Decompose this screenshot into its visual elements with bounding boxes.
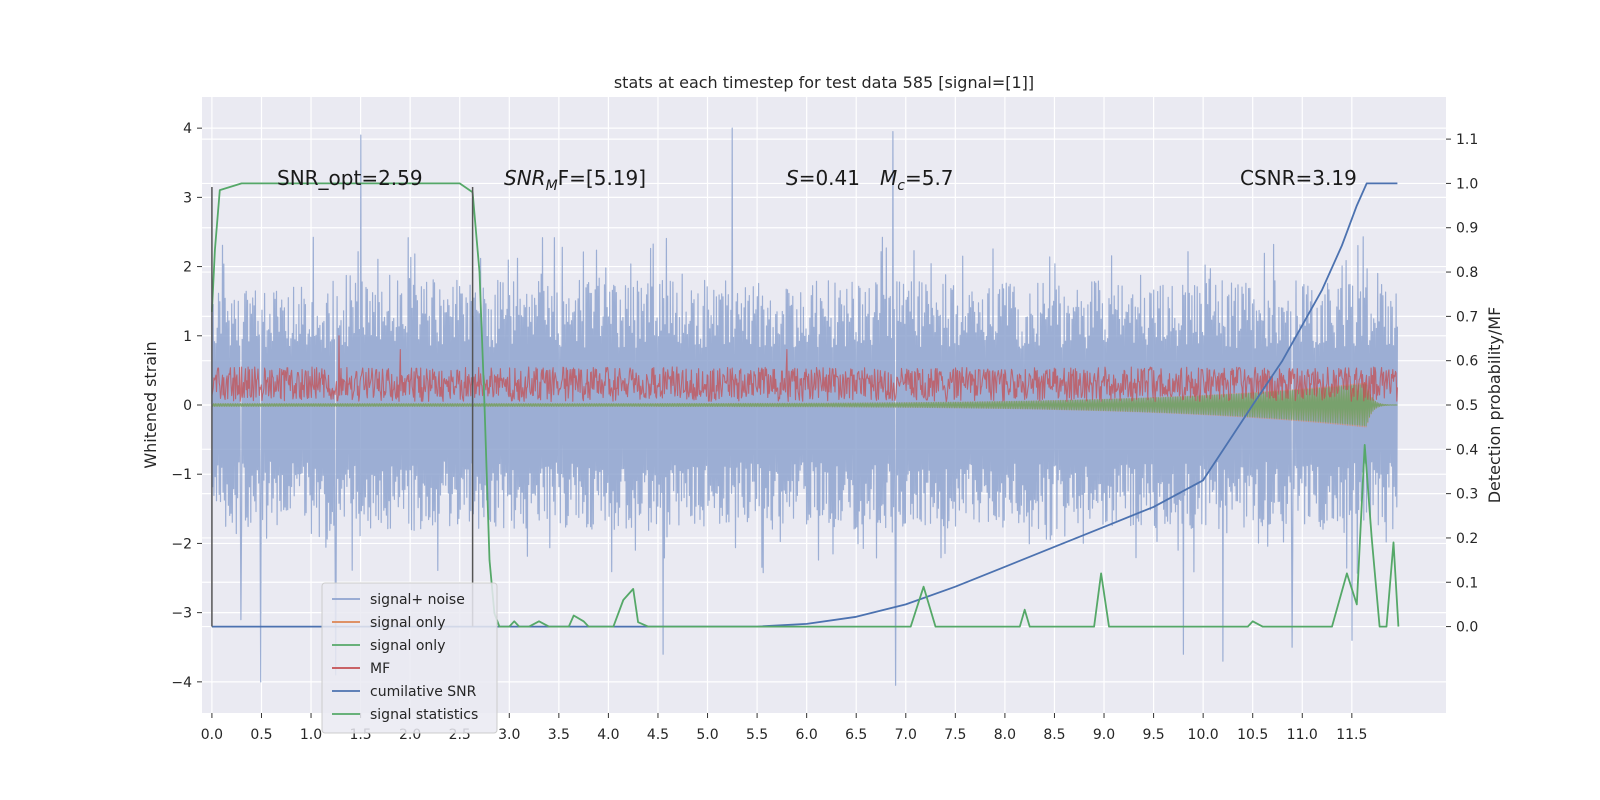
- x-tick-label: 7.0: [895, 727, 917, 743]
- y-right-tick-label: 1.1: [1456, 132, 1478, 148]
- x-tick-label: 10.5: [1237, 727, 1268, 743]
- x-tick-label: 0.5: [250, 727, 272, 743]
- annotation-s: S=0.41: [786, 166, 860, 190]
- x-tick-label: 1.0: [300, 727, 322, 743]
- annotation-s-main: S: [786, 166, 799, 190]
- y-left-tick-label: −1: [171, 467, 192, 483]
- y-right-tick-label: 0.1: [1456, 575, 1478, 591]
- x-tick-label: 4.5: [647, 727, 669, 743]
- y-left-tick-label: 0: [183, 398, 192, 414]
- x-tick-label: 11.5: [1336, 727, 1367, 743]
- y-left-tick-label: 4: [183, 121, 192, 137]
- legend-label: signal only: [370, 638, 445, 654]
- x-tick-label: 7.5: [944, 727, 966, 743]
- legend: signal+ noise signal only signal only MF cum…: [321, 582, 498, 734]
- x-tick-label: 6.5: [845, 727, 867, 743]
- y-left-tick-label: −3: [171, 606, 192, 622]
- legend-label: MF: [370, 661, 390, 677]
- x-tick-label: 9.5: [1142, 727, 1164, 743]
- y-left-tick-label: 3: [183, 190, 192, 206]
- series-line-5: [211, 182, 1400, 628]
- annotation-mc: Mc=5.7: [880, 166, 954, 194]
- annotation-snr-mf-sub: M: [546, 178, 558, 194]
- annotation-mc-main: M: [880, 166, 897, 190]
- annotation-snr-mf: SNRMF=[5.19]: [504, 166, 646, 194]
- x-axis: 0.0 0.5 1.0 1.5 2.0 2.5 3.0 3.5 4.0 4.5 5.0 5.5 6.0 6…: [201, 713, 1367, 743]
- y-axis-right: 0.0 0.1 0.2 0.3 0.4 0.5 0.6 0.7 0.8 0.9 1.0 1.1: [1446, 132, 1478, 636]
- y-axis-left: −4 −3 −2 −1 0 1 2 3 4: [171, 121, 202, 691]
- annotations: SNR_opt=2.59 SNRMF=[5.19] S=0.41 Mc=5.7 …: [277, 166, 1357, 194]
- x-tick-label: 5.0: [696, 727, 718, 743]
- x-tick-label: 4.0: [597, 727, 619, 743]
- legend-label: signal only: [370, 615, 445, 631]
- y-left-tick-label: −4: [171, 675, 192, 691]
- y-right-tick-label: 0.5: [1456, 398, 1478, 414]
- y-left-tick-label: 1: [183, 329, 192, 345]
- annotation-snr-opt: SNR_opt=2.59: [277, 166, 423, 190]
- series-line-4: [211, 182, 1398, 628]
- legend-box: [321, 582, 498, 734]
- x-tick-label: 10.0: [1188, 727, 1219, 743]
- y-left-tick-label: −2: [171, 536, 192, 552]
- legend-label: signal statistics: [370, 707, 478, 723]
- y-axis-right-label: Detection probability/MF: [1485, 307, 1504, 504]
- y-right-tick-label: 0.4: [1456, 442, 1478, 458]
- annotation-csnr: CSNR=3.19: [1240, 166, 1357, 190]
- y-right-tick-label: 0.0: [1456, 620, 1478, 636]
- x-tick-label: 3.0: [498, 727, 520, 743]
- series-layer: [211, 127, 1400, 686]
- annotation-mc-rest: =5.7: [905, 166, 954, 190]
- series-line-2: [211, 383, 1398, 427]
- x-tick-label: 11.0: [1287, 727, 1318, 743]
- x-tick-label: 8.0: [994, 727, 1016, 743]
- x-tick-label: 9.0: [1093, 727, 1115, 743]
- y-axis-left-label: Whitened strain: [141, 341, 160, 468]
- y-left-tick-label: 2: [183, 260, 192, 276]
- legend-label: signal+ noise: [370, 592, 465, 608]
- x-tick-label: 6.0: [796, 727, 818, 743]
- y-right-tick-label: 0.2: [1456, 531, 1478, 547]
- annotation-snr-mf-main: SNR: [504, 166, 546, 190]
- chart-title: stats at each timestep for test data 585…: [614, 73, 1034, 92]
- annotation-snr-mf-rest: F=[5.19]: [558, 166, 646, 190]
- annotation-s-rest: =0.41: [799, 166, 860, 190]
- y-right-tick-label: 0.6: [1456, 354, 1478, 370]
- y-right-tick-label: 1.0: [1456, 176, 1478, 192]
- series-line-0: [211, 127, 1398, 686]
- x-tick-label: 0.0: [201, 727, 223, 743]
- y-right-tick-label: 0.9: [1456, 221, 1478, 237]
- legend-label: cumilative SNR: [370, 684, 477, 700]
- x-tick-label: 5.5: [746, 727, 768, 743]
- x-tick-label: 8.5: [1043, 727, 1065, 743]
- annotation-mc-sub: c: [897, 178, 905, 194]
- series-line-3: [211, 335, 1398, 403]
- x-tick-label: 3.5: [548, 727, 570, 743]
- y-right-tick-label: 0.8: [1456, 265, 1478, 281]
- y-right-tick-label: 0.3: [1456, 487, 1478, 503]
- y-right-tick-label: 0.7: [1456, 309, 1478, 325]
